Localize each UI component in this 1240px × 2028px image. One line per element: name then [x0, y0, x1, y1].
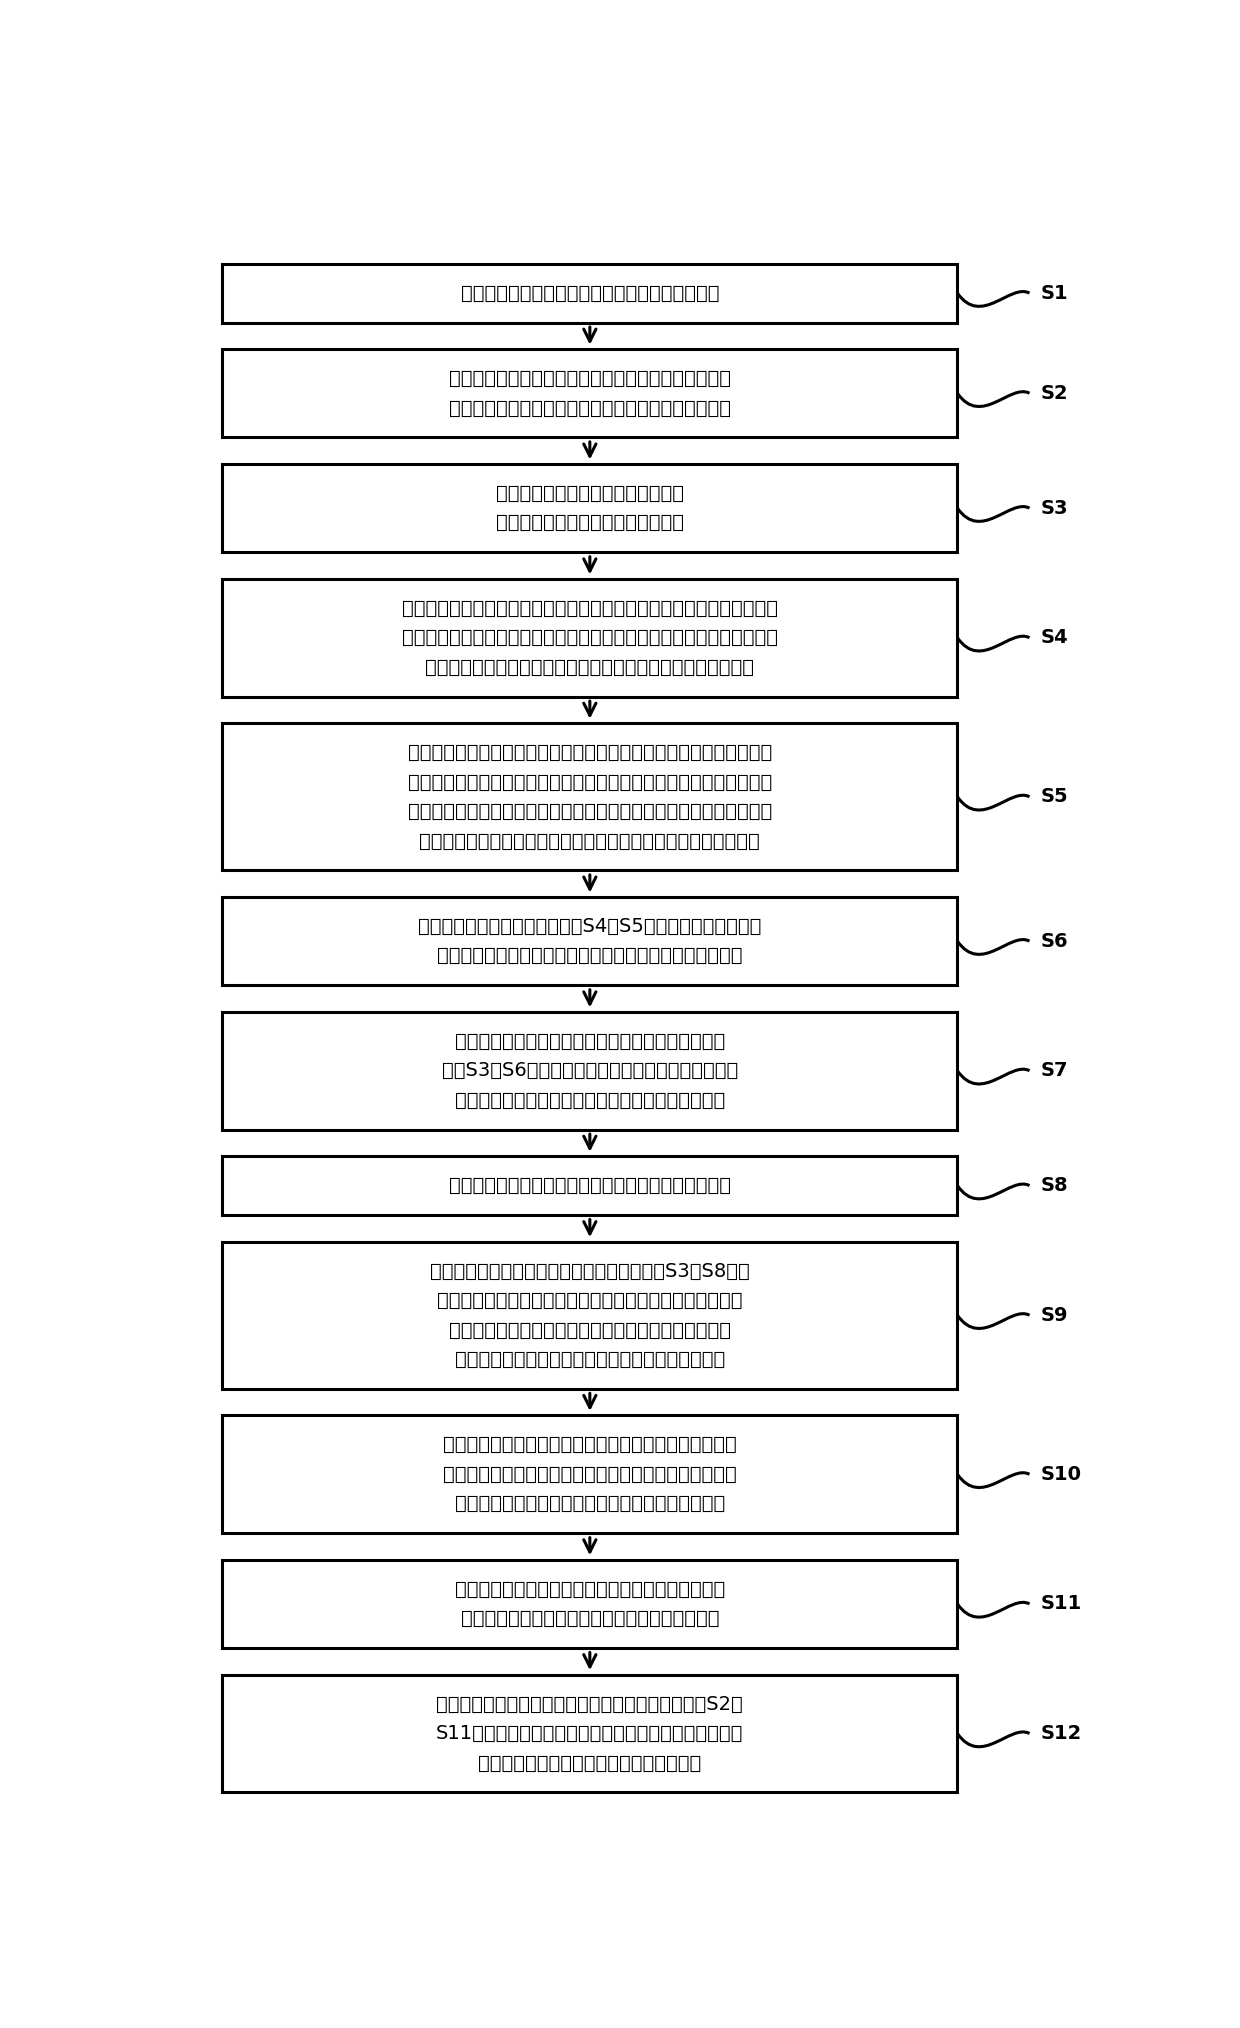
FancyBboxPatch shape	[222, 1560, 957, 1649]
Text: S8: S8	[1042, 1176, 1069, 1194]
Text: 价之和与上一深度的率失真代价，将率失真代价较小的: 价之和与上一深度的率失真代价，将率失真代价较小的	[449, 1320, 730, 1338]
Text: S11所述的方法进行编码，直至光场焦点堆栈图像序列全: S11所述的方法进行编码，直至光场焦点堆栈图像序列全	[436, 1724, 744, 1742]
FancyBboxPatch shape	[222, 349, 957, 438]
Text: 的方法进行操作，比较当前深度下各子编码单元的率失真代: 的方法进行操作，比较当前深度下各子编码单元的率失真代	[438, 1292, 743, 1310]
FancyBboxPatch shape	[222, 1675, 957, 1793]
FancyBboxPatch shape	[222, 1156, 957, 1215]
FancyBboxPatch shape	[222, 264, 957, 322]
Text: 前后匹配块的率失真代价，选择率失真代价较小的匹配块为当前子预测: 前后匹配块的率失真代价，选择率失真代价较小的匹配块为当前子预测	[408, 801, 773, 821]
Text: 的帧间预测模式作为该编码单元的最优帧间预测模式: 的帧间预测模式作为该编码单元的最优帧间预测模式	[455, 1091, 725, 1109]
Text: S10: S10	[1042, 1464, 1083, 1484]
Text: S9: S9	[1042, 1306, 1069, 1324]
Text: S2: S2	[1042, 383, 1069, 404]
FancyBboxPatch shape	[222, 724, 957, 870]
FancyBboxPatch shape	[222, 1012, 957, 1130]
Text: 递增编码深度值，将编码单元进一步划分为子编码单元: 递增编码深度值，将编码单元进一步划分为子编码单元	[449, 1176, 730, 1194]
Text: 数，通过运动补偿分别构造出其各编码单元的预测块: 数，通过运动补偿分别构造出其各编码单元的预测块	[455, 1495, 725, 1513]
Text: 各编码单元下的子预测单元的最优运动矢量、高斯滤波参: 各编码单元下的子预测单元的最优运动矢量、高斯滤波参	[443, 1464, 737, 1484]
Text: 为当前待编码帧构造参考帧列表，将编码深度值初始化: 为当前待编码帧构造参考帧列表，将编码深度值初始化	[449, 369, 730, 387]
Text: 作为当前待编码帧各子编码单元的最优编码划分模式: 作为当前待编码帧各子编码单元的最优编码划分模式	[455, 1351, 725, 1369]
Text: S3: S3	[1042, 499, 1069, 517]
Text: 对当前编码深度的编码单元遍历所有帧间预测模式，: 对当前编码深度的编码单元遍历所有帧间预测模式，	[455, 1032, 725, 1051]
Text: 单元的最优匹配块，其运动矢量为当前子预测单元的最优运动矢量: 单元的最优匹配块，其运动矢量为当前子预测单元的最优运动矢量	[419, 831, 760, 850]
Text: 按照S3至S6所述的方法进行操作，将率失真代价最小: 按照S3至S6所述的方法进行操作，将率失真代价最小	[441, 1061, 738, 1081]
Text: 计算各编码单元与其对应预测块的残差，对高斯滤波: 计算各编码单元与其对应预测块的残差，对高斯滤波	[455, 1580, 725, 1598]
Text: 对于当前编码深度的编码单元，根据: 对于当前编码深度的编码单元，根据	[496, 485, 683, 503]
Text: 部编码完毕，得到堆栈图像序列的码流文件: 部编码完毕，得到堆栈图像序列的码流文件	[479, 1754, 702, 1772]
Text: 运动矢量候选列表，选择率失真代价最小的预测运动矢量，并将其所指的: 运动矢量候选列表，选择率失真代价最小的预测运动矢量，并将其所指的	[402, 629, 777, 647]
Text: S7: S7	[1042, 1061, 1069, 1081]
Text: 对每一个子预测单元，重复步骤S4至S5进行迭代，直至得到当: 对每一个子预测单元，重复步骤S4至S5进行迭代，直至得到当	[418, 917, 761, 935]
Text: 对光场焦点堆栈图像序列中的第一帧进行帧内编码: 对光场焦点堆栈图像序列中的第一帧进行帧内编码	[460, 284, 719, 302]
Text: 素搜索，并对搜索过程中的每一个匹配块进行高斯滤波，比较高斯滤波: 素搜索，并对搜索过程中的每一个匹配块进行高斯滤波，比较高斯滤波	[408, 773, 773, 791]
Text: S5: S5	[1042, 787, 1069, 807]
FancyBboxPatch shape	[222, 896, 957, 986]
Text: 为零，并基于编码深度将当前待编码帧划分为编码单元: 为零，并基于编码深度将当前待编码帧划分为编码单元	[449, 397, 730, 418]
Text: 对当前编码深度的每一个子编码单元依次按照S3至S8所述: 对当前编码深度的每一个子编码单元依次按照S3至S8所述	[430, 1261, 750, 1280]
Text: S12: S12	[1042, 1724, 1083, 1742]
Text: 构造当前子预测单元的预测运动矢量候选列表，在参考帧列表中遍历预测: 构造当前子预测单元的预测运动矢量候选列表，在参考帧列表中遍历预测	[402, 598, 777, 619]
Text: S6: S6	[1042, 931, 1069, 951]
Text: 当前帧间预测模式得到其子预测单元: 当前帧间预测模式得到其子预测单元	[496, 513, 683, 533]
Text: 将整像素搜索的最优运动矢量所指的位置作为起始点，进行级联的亚像: 将整像素搜索的最优运动矢量所指的位置作为起始点，进行级联的亚像	[408, 742, 773, 763]
Text: S4: S4	[1042, 629, 1069, 647]
Text: 基于当前帧的最优编码划分模式和最优帧间预测模式下的: 基于当前帧的最优编码划分模式和最优帧间预测模式下的	[443, 1436, 737, 1454]
Text: 对光场焦点堆栈图像序列中的所有待编码帧按照步骤S2至: 对光场焦点堆栈图像序列中的所有待编码帧按照步骤S2至	[436, 1695, 743, 1714]
FancyBboxPatch shape	[222, 464, 957, 552]
FancyBboxPatch shape	[222, 578, 957, 698]
Text: 前编码深度下每一子预测单元的最优匹配块及其率失真代价: 前编码深度下每一子预测单元的最优匹配块及其率失真代价	[438, 947, 743, 965]
Text: S11: S11	[1042, 1594, 1083, 1614]
FancyBboxPatch shape	[222, 1241, 957, 1389]
Text: 位置作为起始点，在起始点的预设搜索范围内，进行整像素搜索: 位置作为起始点，在起始点的预设搜索范围内，进行整像素搜索	[425, 657, 754, 677]
Text: 参数、所得残差以及其对应的运动信息进行熵编码: 参数、所得残差以及其对应的运动信息进行熵编码	[460, 1608, 719, 1628]
FancyBboxPatch shape	[222, 1416, 957, 1533]
Text: S1: S1	[1042, 284, 1069, 302]
